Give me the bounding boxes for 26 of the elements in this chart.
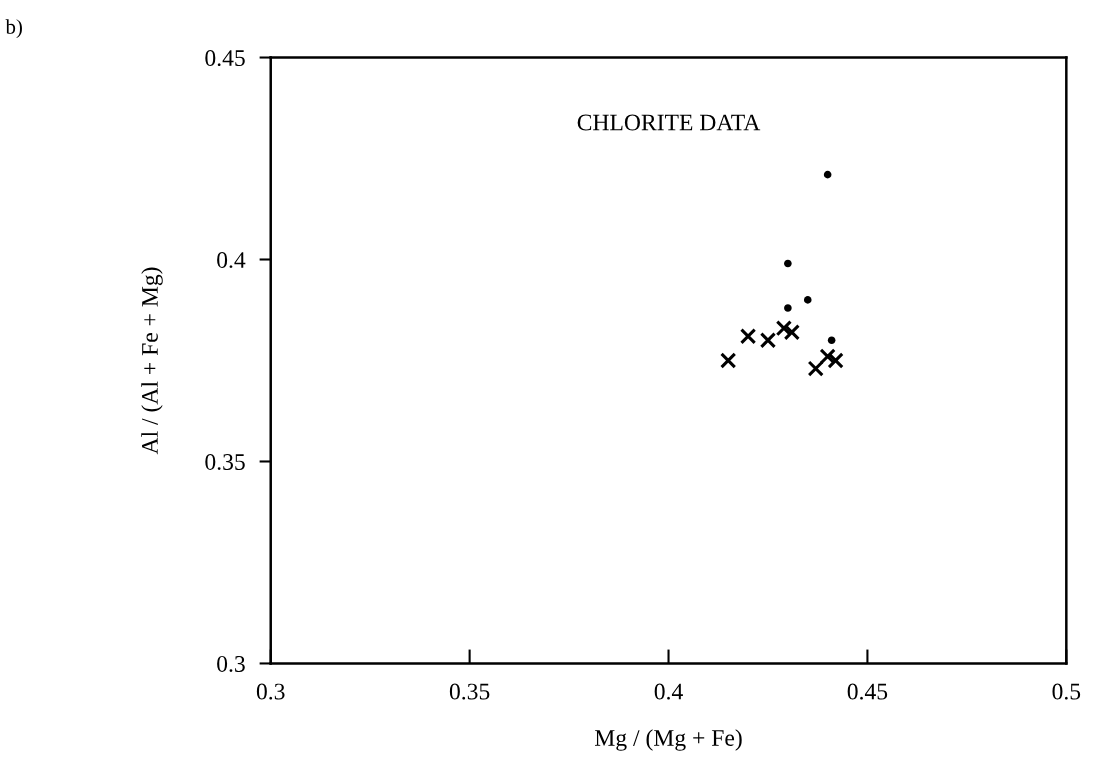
x-tick-label: 0.3	[256, 683, 285, 700]
point	[803, 296, 812, 304]
x-tick-label: 0.45	[847, 683, 888, 700]
point	[784, 259, 792, 268]
y-tick-label: 0.45	[205, 50, 245, 67]
y-tick-label: 0.4	[217, 251, 246, 269]
point	[759, 332, 777, 349]
point	[775, 320, 793, 337]
x-tick-label: 0.4	[654, 683, 683, 700]
point	[827, 352, 844, 369]
point	[819, 348, 836, 365]
point	[823, 170, 832, 179]
point	[827, 336, 836, 345]
point	[739, 328, 757, 345]
text: b)	[5, 19, 22, 39]
x-tick-label: 0.5	[1052, 683, 1081, 700]
y-tick-label: 0.35	[205, 453, 245, 471]
y-axis-title: Al / (Al + Fe + Mg)	[141, 267, 163, 455]
point	[720, 352, 737, 369]
point	[807, 360, 824, 377]
x-tick-label: 0.35	[449, 683, 490, 700]
x-axis-title: Mg / (Mg + Fe)	[594, 729, 742, 751]
text: CHLORITE DATA	[577, 114, 761, 131]
point	[783, 324, 800, 341]
y-tick-label: 0.3	[217, 655, 245, 672]
point	[784, 304, 792, 312]
